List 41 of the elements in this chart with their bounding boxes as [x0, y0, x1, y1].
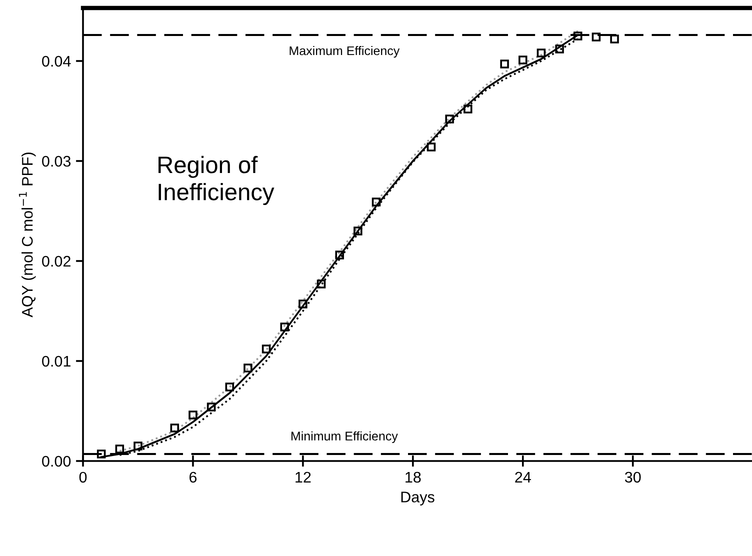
point	[96, 450, 106, 458]
x-tick-label: 0	[79, 472, 87, 483]
point	[536, 48, 546, 58]
y-tick-label: 0.01	[42, 356, 70, 367]
point	[574, 32, 582, 40]
point	[464, 104, 472, 114]
x-axis-title: Days	[401, 492, 434, 506]
point	[592, 32, 601, 42]
point	[244, 364, 252, 372]
ref-line-label: Minimum Efficiency	[291, 431, 398, 443]
point	[316, 280, 326, 288]
point	[426, 142, 436, 152]
point	[518, 56, 528, 64]
point	[206, 402, 216, 412]
x-tick-label: 18	[406, 472, 421, 483]
point	[298, 300, 308, 308]
x-tick-label: 30	[624, 472, 641, 483]
point	[335, 250, 344, 260]
x-tick-label: 6	[190, 472, 197, 483]
point	[134, 442, 142, 450]
point	[262, 344, 271, 354]
point	[280, 322, 289, 332]
point	[610, 34, 619, 44]
point	[170, 424, 180, 432]
x-tick-label: 12	[296, 472, 311, 482]
y-axis-title: AQY (mol C mol$^{−1}$ PPF)	[18, 152, 36, 318]
point	[445, 114, 454, 124]
ref-line-label: Maximum Efficiency	[290, 46, 400, 58]
point	[188, 410, 198, 420]
point	[555, 44, 564, 54]
annotation: Region of Inefficiency	[158, 156, 274, 206]
y-tick-label: 0.02	[42, 256, 70, 267]
y-tick-label: 0.04	[42, 56, 71, 67]
y-tick-label: 0.03	[42, 156, 71, 167]
point	[354, 226, 362, 236]
point	[115, 444, 124, 454]
point	[225, 382, 234, 392]
x-tick-label: 24	[515, 472, 531, 482]
point	[372, 198, 381, 206]
point	[500, 60, 509, 68]
y-tick-label: 0.00	[42, 456, 71, 467]
